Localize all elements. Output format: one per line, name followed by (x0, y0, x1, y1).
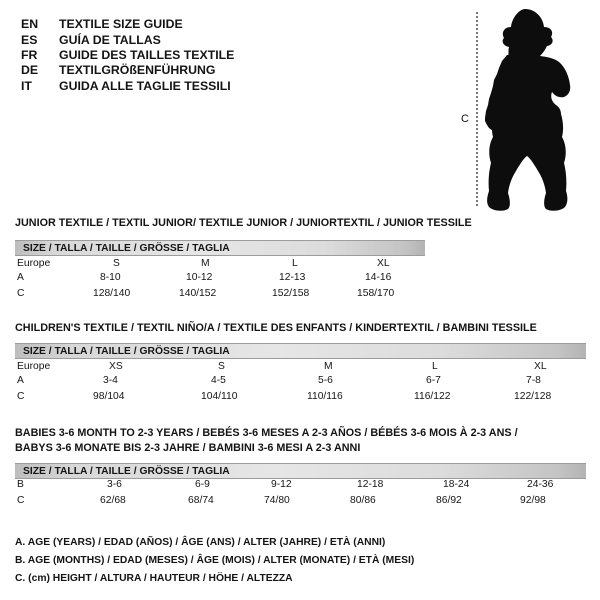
svg-text:C: C (461, 113, 469, 125)
